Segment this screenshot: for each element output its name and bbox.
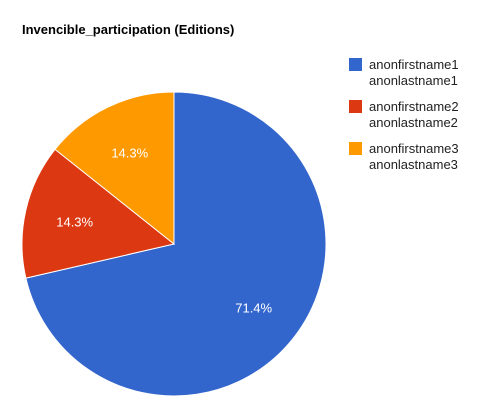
- slice-label-2: 14.3%: [56, 214, 93, 229]
- pie-slice-1[interactable]: [25, 91, 327, 397]
- pie-slice-2[interactable]: [21, 148, 176, 279]
- legend-label-line1-3: anonfirstname3: [369, 141, 459, 156]
- legend: anonfirstname1anonlastname1anonfirstname…: [349, 57, 459, 172]
- legend-swatch-2: [349, 100, 362, 113]
- pie-slice-labels: 71.4% 14.3% 14.3%: [56, 145, 272, 315]
- legend-swatch-1: [349, 58, 362, 71]
- pie-slices: [21, 91, 327, 397]
- legend-label-line1-2: anonfirstname2: [369, 99, 459, 114]
- legend-swatch-3: [349, 142, 362, 155]
- legend-label-line1-1: anonfirstname1: [369, 57, 459, 72]
- pie-slice-3[interactable]: [54, 91, 175, 246]
- legend-label-line2-3: anonlastname3: [369, 157, 458, 172]
- legend-label-line2-2: anonlastname2: [369, 115, 458, 130]
- slice-label-3: 14.3%: [111, 145, 148, 160]
- chart-title: Invencible_participation (Editions): [22, 22, 234, 37]
- legend-label-line2-1: anonlastname1: [369, 73, 458, 88]
- slice-label-1: 71.4%: [235, 300, 272, 315]
